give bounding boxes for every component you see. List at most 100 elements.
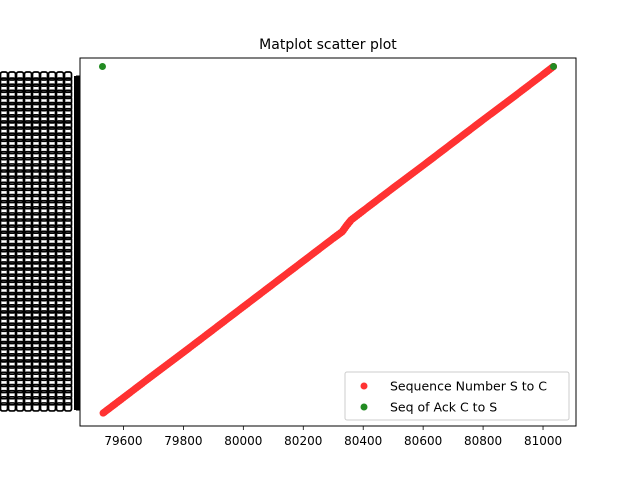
y-tick-label-glyph xyxy=(23,304,33,314)
y-tick-label-glyph xyxy=(31,107,41,118)
y-tick-label-glyph xyxy=(31,377,41,388)
legend-label-sequence: Sequence Number S to C xyxy=(390,379,547,394)
y-tick-label-glyph xyxy=(31,163,41,173)
y-tick-label-glyph xyxy=(63,101,73,112)
y-tick-label-glyph xyxy=(0,107,9,118)
y-tick-label-glyph xyxy=(63,365,73,376)
y-tick-label-glyph xyxy=(63,126,73,137)
y-tick-label-glyph xyxy=(55,389,65,400)
x-tick-label: 80800 xyxy=(464,434,502,448)
y-tick-label-glyph xyxy=(55,328,65,339)
y-tick-label-glyph xyxy=(31,181,41,192)
y-tick-label-glyph xyxy=(31,297,41,308)
y-tick-label-glyph xyxy=(39,371,49,382)
y-tick-label-glyph xyxy=(15,395,25,406)
y-tick-label-glyph xyxy=(55,83,65,94)
y-tick-label-glyph xyxy=(39,340,49,351)
y-tick-label-glyph xyxy=(23,150,33,161)
y-tick-label-glyph xyxy=(7,377,17,388)
y-tick-label-glyph xyxy=(63,340,73,351)
y-tick-label-glyph xyxy=(31,169,41,179)
y-tick-label-glyph xyxy=(7,340,17,351)
y-tick-label-glyph xyxy=(55,236,65,247)
y-tick-label-glyph xyxy=(7,279,17,290)
y-tick-label-glyph xyxy=(31,261,41,271)
y-tick-label-glyph xyxy=(39,248,49,259)
y-tick-label-glyph xyxy=(0,175,9,186)
y-tick-label-glyph xyxy=(55,163,65,173)
y-tick-label-glyph xyxy=(55,353,65,363)
y-tick-label-glyph xyxy=(31,334,41,345)
y-tick-label-glyph xyxy=(7,101,17,112)
y-tick-label-glyph xyxy=(15,107,25,118)
y-tick-label-glyph xyxy=(55,71,65,81)
y-tick-label-glyph xyxy=(63,304,73,314)
y-tick-label-glyph xyxy=(47,169,57,179)
legend-box xyxy=(344,371,570,421)
y-tick-label-glyph xyxy=(23,285,33,296)
y-tick-label-glyph xyxy=(55,77,65,87)
y-tick-label-glyph xyxy=(47,273,57,284)
y-tick-label-glyph xyxy=(39,316,49,326)
y-tick-label-glyph xyxy=(39,144,49,155)
y-tick-label-glyph xyxy=(15,138,25,149)
y-tick-label-glyph xyxy=(0,383,9,394)
y-tick-label-glyph xyxy=(0,205,9,216)
y-tick-label-glyph xyxy=(63,285,73,296)
y-tick-label-glyph xyxy=(7,285,17,296)
y-tick-label-glyph xyxy=(47,156,57,167)
y-tick-label-glyph xyxy=(0,359,9,369)
y-tick-label-glyph xyxy=(0,248,9,259)
y-tick-label-glyph xyxy=(47,242,57,253)
y-tick-label-glyph xyxy=(47,163,57,173)
y-tick-label-glyph xyxy=(0,297,9,308)
y-tick-label-glyph xyxy=(7,144,17,155)
y-tick-label-glyph xyxy=(39,83,49,94)
y-tick-label-glyph xyxy=(63,71,73,81)
y-tick-label-glyph xyxy=(39,212,49,222)
y-tick-label-glyph xyxy=(55,230,65,241)
y-tick-label-glyph xyxy=(0,89,9,100)
y-tick-label-glyph xyxy=(47,285,57,296)
y-tick-label-glyph xyxy=(47,279,57,290)
y-tick-label-glyph xyxy=(47,107,57,118)
y-tick-label-glyph xyxy=(39,389,49,400)
y-tick-label-glyph xyxy=(31,395,41,406)
y-tick-label-glyph xyxy=(7,95,17,106)
y-tick-label-glyph xyxy=(7,255,17,265)
y-tick-label-glyph xyxy=(23,248,33,259)
y-tick-label-glyph xyxy=(31,150,41,161)
y-tick-label-glyph xyxy=(7,83,17,94)
y-tick-label-glyph xyxy=(55,365,65,376)
y-tick-label-glyph xyxy=(23,126,33,137)
y-tick-label-glyph xyxy=(55,224,65,235)
y-tick-label-glyph xyxy=(23,205,33,216)
y-tick-label-glyph xyxy=(63,212,73,222)
y-tick-label-glyph xyxy=(31,402,41,412)
y-tick-label-glyph xyxy=(31,248,41,259)
y-tick-label-glyph xyxy=(15,346,25,357)
y-tick-label-glyph xyxy=(39,187,49,198)
y-tick-label-glyph xyxy=(47,334,57,345)
y-tick-label-glyph xyxy=(23,353,33,363)
y-tick-label-glyph xyxy=(55,273,65,284)
y-tick-label-glyph xyxy=(0,340,9,351)
x-axis-ticks: 79600 79800 80000 80200 80400 80600 80800 81000 xyxy=(104,426,562,448)
y-tick-label-glyph xyxy=(39,261,49,271)
y-tick-label-glyph xyxy=(31,138,41,149)
y-tick-label-glyph xyxy=(31,365,41,376)
y-tick-label-glyph xyxy=(15,340,25,351)
y-tick-label-glyph xyxy=(23,224,33,235)
y-tick-label-glyph xyxy=(7,193,17,204)
y-tick-label-glyph xyxy=(47,187,57,198)
x-tick-label: 80200 xyxy=(284,434,322,448)
y-tick-label-glyph xyxy=(23,273,33,284)
y-tick-label-glyph xyxy=(15,230,25,241)
y-tick-label-glyph xyxy=(31,95,41,106)
y-tick-label-glyph xyxy=(15,402,25,412)
y-tick-label-glyph xyxy=(55,334,65,345)
y-tick-label-glyph xyxy=(0,371,9,382)
y-tick-label-glyph xyxy=(31,322,41,333)
y-tick-label-glyph xyxy=(23,107,33,118)
y-tick-label-glyph xyxy=(39,95,49,106)
